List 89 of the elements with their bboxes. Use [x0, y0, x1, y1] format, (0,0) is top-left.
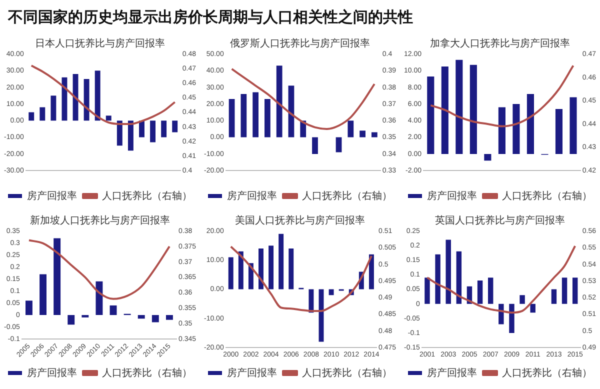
- bar: [228, 257, 234, 290]
- bar: [348, 120, 354, 138]
- chart-title: 加拿大人口抚养比与房产回报率: [430, 38, 570, 50]
- bar: [435, 254, 440, 304]
- legend-label: 房产回报率: [227, 366, 277, 379]
- bar: [172, 120, 178, 132]
- line-series: [28, 239, 170, 300]
- bar: [40, 274, 47, 316]
- legend-label: 房产回报率: [427, 366, 477, 379]
- legend-label: 人口抚养比（右轴）: [102, 190, 192, 202]
- bar: [498, 107, 506, 154]
- bar: [456, 251, 462, 304]
- bar: [512, 104, 520, 154]
- legend-label: 人口抚养比（右轴）: [302, 366, 392, 379]
- bar: [240, 94, 247, 138]
- bar: [456, 60, 463, 154]
- bar: [551, 289, 557, 304]
- bar: [128, 120, 134, 151]
- bar: [166, 315, 173, 320]
- bar: [276, 66, 282, 138]
- bar: [555, 108, 563, 154]
- bar: [139, 120, 144, 138]
- bar: [40, 107, 46, 121]
- bar: [138, 315, 145, 319]
- bar: [477, 280, 483, 304]
- bar: [28, 112, 34, 121]
- legend-label: 人口抚养比（右轴）: [102, 366, 192, 379]
- bar: [152, 315, 159, 322]
- bar: [570, 97, 577, 154]
- bar: [470, 64, 477, 154]
- bar: [308, 289, 314, 313]
- bar: [368, 254, 374, 290]
- bar: [161, 120, 167, 138]
- bar: [424, 278, 430, 304]
- bar: [268, 246, 274, 290]
- bar: [288, 248, 294, 290]
- bar: [572, 278, 578, 304]
- bar: [94, 70, 100, 121]
- line-series: [426, 244, 576, 314]
- bar: [484, 154, 492, 161]
- bar: [150, 120, 156, 142]
- bar: [488, 278, 494, 304]
- bar: [258, 248, 264, 290]
- bar: [96, 281, 103, 316]
- bar: [238, 251, 244, 290]
- legend-label: 房产回报率: [27, 366, 77, 379]
- chart-title: 英国人口抚养比与房产回报率: [435, 214, 565, 227]
- bar: [427, 76, 434, 154]
- bar: [62, 77, 68, 121]
- bar: [264, 98, 270, 138]
- bar: [26, 300, 32, 316]
- bar: [84, 78, 90, 121]
- bar: [336, 137, 342, 152]
- line-series: [430, 64, 574, 128]
- line-series: [30, 64, 176, 125]
- bar: [328, 289, 334, 296]
- chart-title: 新加坡人口抚养比与房产回报率: [30, 214, 170, 227]
- bar: [116, 120, 122, 146]
- bar: [252, 92, 259, 138]
- bar: [228, 98, 235, 138]
- bar: [312, 137, 318, 154]
- chart-title: 日本人口抚养比与房产回报率: [35, 38, 165, 50]
- bar: [110, 305, 117, 316]
- legend-label: 人口抚养比（右轴）: [302, 190, 392, 202]
- bar: [520, 295, 525, 304]
- bar: [360, 130, 366, 138]
- chart-title: 美国人口抚养比与房产回报率: [235, 214, 365, 227]
- chart-title: 俄罗斯人口抚养比与房产回报率: [230, 38, 370, 50]
- line-series: [230, 68, 376, 130]
- legend-label: 人口抚养比（右轴）: [502, 190, 592, 202]
- text: 不同国家的历史均显示出房价长周期与人口相关性之间的共性: [8, 8, 413, 26]
- bar: [526, 94, 534, 154]
- bar: [278, 234, 284, 290]
- bar: [441, 66, 448, 154]
- bar: [50, 96, 56, 121]
- bar: [54, 238, 61, 316]
- legend-label: 房产回报率: [27, 190, 77, 202]
- legend-label: 人口抚养比（右轴）: [502, 366, 592, 379]
- bar: [446, 240, 451, 304]
- bar: [562, 278, 568, 304]
- bar: [371, 132, 378, 138]
- bar: [106, 116, 112, 121]
- line-series: [230, 246, 372, 312]
- bar: [530, 304, 536, 313]
- legend-label: 房产回报率: [227, 190, 277, 202]
- legend-label: 房产回报率: [427, 190, 477, 202]
- bar: [68, 315, 75, 325]
- bar: [288, 86, 294, 138]
- bar: [509, 304, 514, 334]
